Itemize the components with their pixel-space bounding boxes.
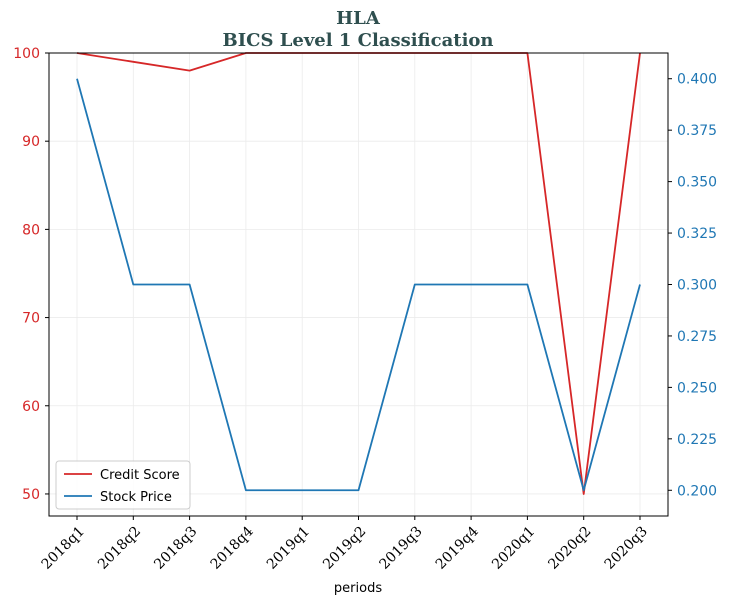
right-tick-label: 0.350 <box>677 175 717 191</box>
right-tick-label: 0.300 <box>677 278 717 294</box>
x-tick-label: 2019q3 <box>376 524 425 573</box>
left-axis: 50 60 70 80 90 100 <box>13 46 49 503</box>
legend: Credit Score Stock Price <box>55 460 191 510</box>
x-tick-label: 2020q2 <box>545 524 594 573</box>
left-tick-label: 70 <box>22 311 40 327</box>
right-tick-label: 0.250 <box>677 380 717 396</box>
right-tick-label: 0.225 <box>677 432 717 448</box>
right-axis: 0.200 0.225 0.250 0.275 0.300 0.325 0.350 0.375… <box>668 72 717 499</box>
right-tick-label: 0.375 <box>677 123 717 139</box>
right-tick-label: 0.200 <box>677 483 717 499</box>
left-tick-label: 100 <box>13 46 40 62</box>
left-tick-label: 50 <box>22 487 40 503</box>
x-axis: 2018q1 2018q2 2018q3 2018q4 2019q1 2019q2 2019… <box>39 516 651 573</box>
stock-price-line <box>76 78 641 492</box>
x-axis-label: periods <box>334 581 382 596</box>
legend-label-stock-price: Stock Price <box>100 490 172 505</box>
x-tick-label: 2018q3 <box>151 524 200 573</box>
right-tick-label: 0.275 <box>677 329 717 345</box>
x-tick-label: 2018q2 <box>95 524 144 573</box>
x-tick-label: 2019q2 <box>320 524 369 573</box>
x-tick-label: 2018q4 <box>208 523 257 572</box>
chart-title: HLA <box>336 8 381 29</box>
left-tick-label: 90 <box>22 134 40 150</box>
x-tick-label: 2020q1 <box>489 524 538 573</box>
legend-box <box>55 460 191 510</box>
left-tick-label: 80 <box>22 222 40 238</box>
legend-label-credit-score: Credit Score <box>100 468 180 483</box>
right-tick-label: 0.325 <box>677 226 717 242</box>
x-tick-label: 2019q1 <box>264 524 313 573</box>
x-tick-label: 2020q3 <box>602 524 651 573</box>
x-tick-label: 2018q1 <box>39 524 88 573</box>
left-tick-label: 60 <box>22 399 40 415</box>
right-tick-label: 0.400 <box>677 72 717 88</box>
x-tick-label: 2019q4 <box>433 523 482 572</box>
chart-subtitle: BICS Level 1 Classification <box>222 30 493 51</box>
